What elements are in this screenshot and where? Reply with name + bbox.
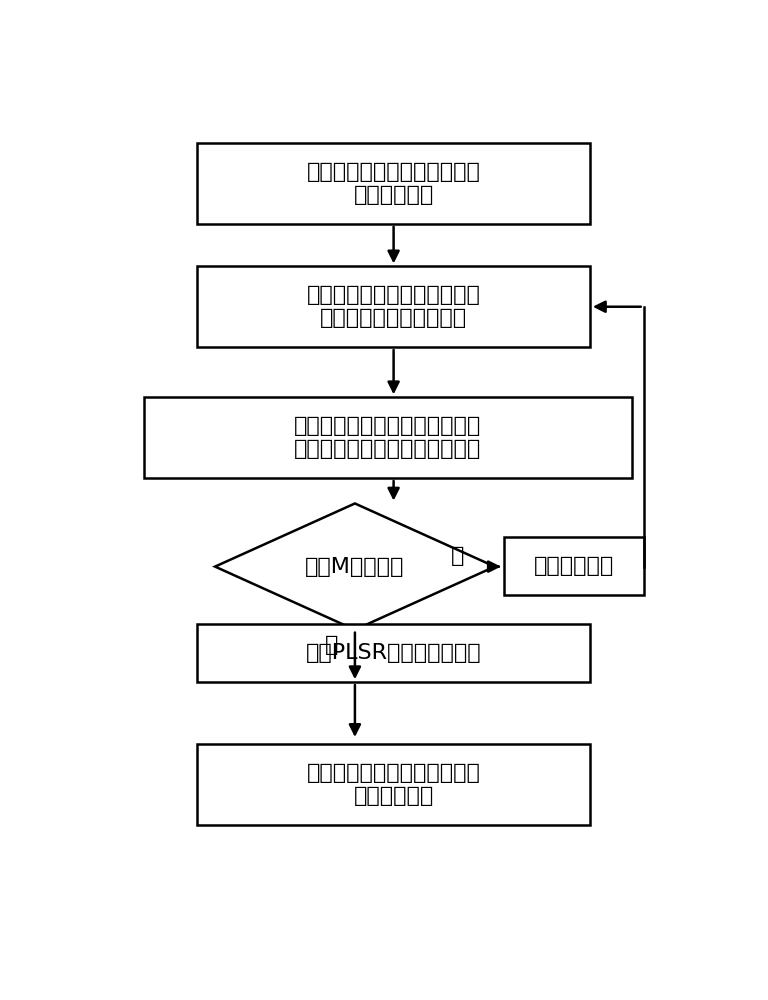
Text: 计算血红蛋白浓度补偿值并测量
环境温度和待测生物体表面温度: 计算血红蛋白浓度补偿值并测量 环境温度和待测生物体表面温度: [294, 416, 482, 459]
FancyBboxPatch shape: [197, 624, 590, 682]
Polygon shape: [215, 503, 495, 630]
FancyBboxPatch shape: [197, 143, 590, 224]
Text: 达到M个样本？: 达到M个样本？: [305, 557, 405, 577]
FancyBboxPatch shape: [504, 537, 644, 595]
Text: 确定温度与血红蛋白浓度补偿
值的近似函数: 确定温度与血红蛋白浓度补偿 值的近似函数: [306, 763, 481, 806]
FancyBboxPatch shape: [144, 397, 631, 478]
FancyBboxPatch shape: [197, 266, 590, 347]
Text: 使用生化检测方法测量样本的
血红蛋白浓度: 使用生化检测方法测量样本的 血红蛋白浓度: [306, 162, 481, 205]
Text: 否: 否: [451, 546, 464, 566]
Text: 输入PLSR模型，计算参数: 输入PLSR模型，计算参数: [306, 643, 482, 663]
Text: 调整环境温度: 调整环境温度: [534, 556, 614, 576]
FancyBboxPatch shape: [197, 744, 590, 825]
Text: 是: 是: [324, 635, 338, 655]
Text: 使用本发明提供的装置得到温
度补偿前的血红蛋白浓度: 使用本发明提供的装置得到温 度补偿前的血红蛋白浓度: [306, 285, 481, 328]
